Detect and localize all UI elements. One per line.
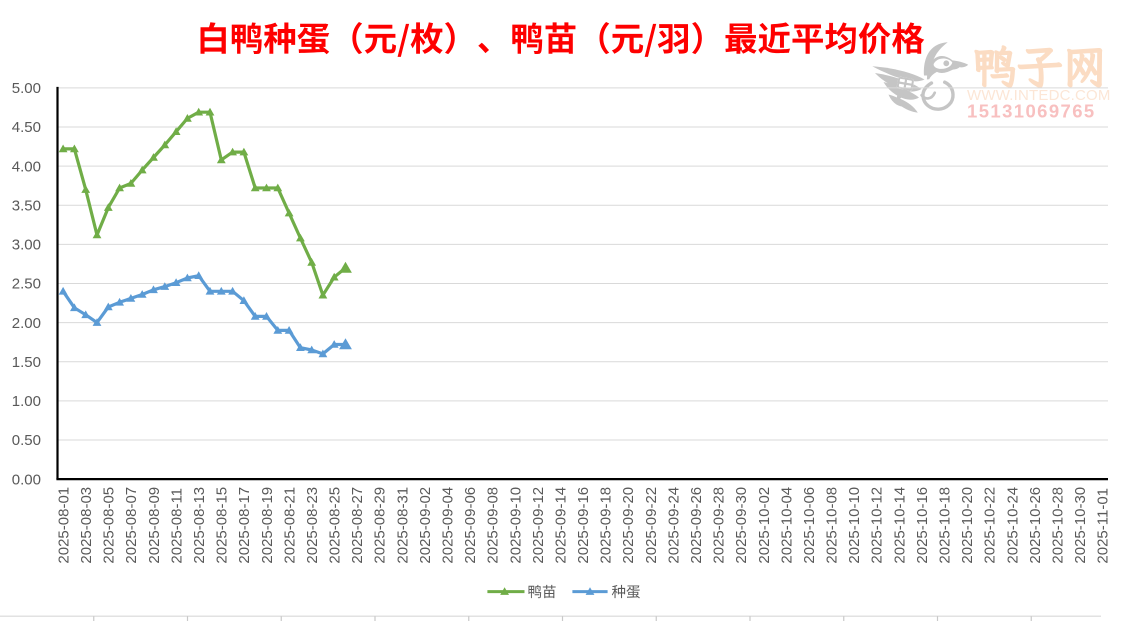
svg-text:2025-09-28: 2025-09-28 xyxy=(711,487,728,564)
svg-text:2025-10-06: 2025-10-06 xyxy=(801,487,818,564)
svg-text:2025-08-03: 2025-08-03 xyxy=(78,487,95,564)
svg-text:WWW.INTEDC.COM: WWW.INTEDC.COM xyxy=(967,87,1111,104)
svg-text:2025-08-19: 2025-08-19 xyxy=(259,487,276,564)
svg-text:2025-09-04: 2025-09-04 xyxy=(440,487,457,564)
svg-text:2025-09-06: 2025-09-06 xyxy=(462,487,479,564)
svg-text:3.00: 3.00 xyxy=(12,237,41,254)
svg-text:2025-08-09: 2025-08-09 xyxy=(146,487,163,564)
svg-text:4.50: 4.50 xyxy=(12,119,41,136)
svg-text:2025-09-02: 2025-09-02 xyxy=(417,487,434,564)
svg-text:2025-10-20: 2025-10-20 xyxy=(959,487,976,564)
svg-text:2025-08-07: 2025-08-07 xyxy=(123,487,140,564)
svg-text:2025-10-18: 2025-10-18 xyxy=(937,487,954,564)
svg-text:15131069765: 15131069765 xyxy=(967,101,1096,122)
svg-text:2025-10-02: 2025-10-02 xyxy=(756,487,773,564)
svg-text:2025-10-22: 2025-10-22 xyxy=(982,487,999,564)
svg-text:0.50: 0.50 xyxy=(12,432,41,449)
svg-text:1.50: 1.50 xyxy=(12,354,41,371)
svg-text:1.00: 1.00 xyxy=(12,393,41,410)
svg-text:2025-09-14: 2025-09-14 xyxy=(553,487,570,564)
svg-text:2025-10-12: 2025-10-12 xyxy=(869,487,886,564)
svg-text:2025-09-26: 2025-09-26 xyxy=(688,487,705,564)
svg-text:2025-09-30: 2025-09-30 xyxy=(733,487,750,564)
svg-text:0.00: 0.00 xyxy=(12,471,41,488)
svg-text:2025-08-29: 2025-08-29 xyxy=(372,487,389,564)
svg-text:2025-08-11: 2025-08-11 xyxy=(168,488,185,564)
svg-text:5.00: 5.00 xyxy=(12,80,41,97)
svg-text:2025-09-08: 2025-09-08 xyxy=(485,487,502,564)
svg-text:2025-09-22: 2025-09-22 xyxy=(643,487,660,564)
svg-text:2025-10-16: 2025-10-16 xyxy=(914,487,931,564)
svg-text:2025-08-15: 2025-08-15 xyxy=(214,487,231,564)
svg-text:2025-09-12: 2025-09-12 xyxy=(530,487,547,564)
svg-text:2025-10-08: 2025-10-08 xyxy=(824,487,841,564)
svg-text:3.50: 3.50 xyxy=(12,198,41,215)
svg-text:2025-08-27: 2025-08-27 xyxy=(349,487,366,564)
svg-text:2025-11-01: 2025-11-01 xyxy=(1095,488,1112,564)
svg-text:2025-08-13: 2025-08-13 xyxy=(191,487,208,564)
svg-text:2025-08-25: 2025-08-25 xyxy=(327,487,344,564)
svg-text:2025-08-21: 2025-08-21 xyxy=(281,487,298,564)
svg-text:2025-08-05: 2025-08-05 xyxy=(101,487,118,564)
svg-text:2025-09-10: 2025-09-10 xyxy=(507,487,524,564)
svg-text:2025-09-24: 2025-09-24 xyxy=(665,487,682,564)
svg-text:2025-10-24: 2025-10-24 xyxy=(1004,487,1021,564)
svg-text:2025-10-30: 2025-10-30 xyxy=(1072,487,1089,564)
svg-text:2025-09-18: 2025-09-18 xyxy=(598,487,615,564)
svg-text:2025-08-31: 2025-08-31 xyxy=(394,487,411,564)
svg-text:2.50: 2.50 xyxy=(12,276,41,293)
svg-text:2025-08-23: 2025-08-23 xyxy=(304,487,321,564)
svg-text:2025-10-26: 2025-10-26 xyxy=(1027,487,1044,564)
svg-text:2025-08-01: 2025-08-01 xyxy=(55,487,72,564)
svg-text:2025-09-20: 2025-09-20 xyxy=(620,487,637,564)
svg-text:2.00: 2.00 xyxy=(12,315,41,332)
svg-text:2025-10-28: 2025-10-28 xyxy=(1050,487,1067,564)
svg-text:4.00: 4.00 xyxy=(12,158,41,175)
svg-text:2025-08-17: 2025-08-17 xyxy=(236,487,253,564)
svg-text:2025-10-10: 2025-10-10 xyxy=(846,487,863,564)
svg-text:2025-10-14: 2025-10-14 xyxy=(891,487,908,564)
svg-text:2025-09-16: 2025-09-16 xyxy=(575,487,592,564)
svg-text:2025-10-04: 2025-10-04 xyxy=(778,487,795,564)
